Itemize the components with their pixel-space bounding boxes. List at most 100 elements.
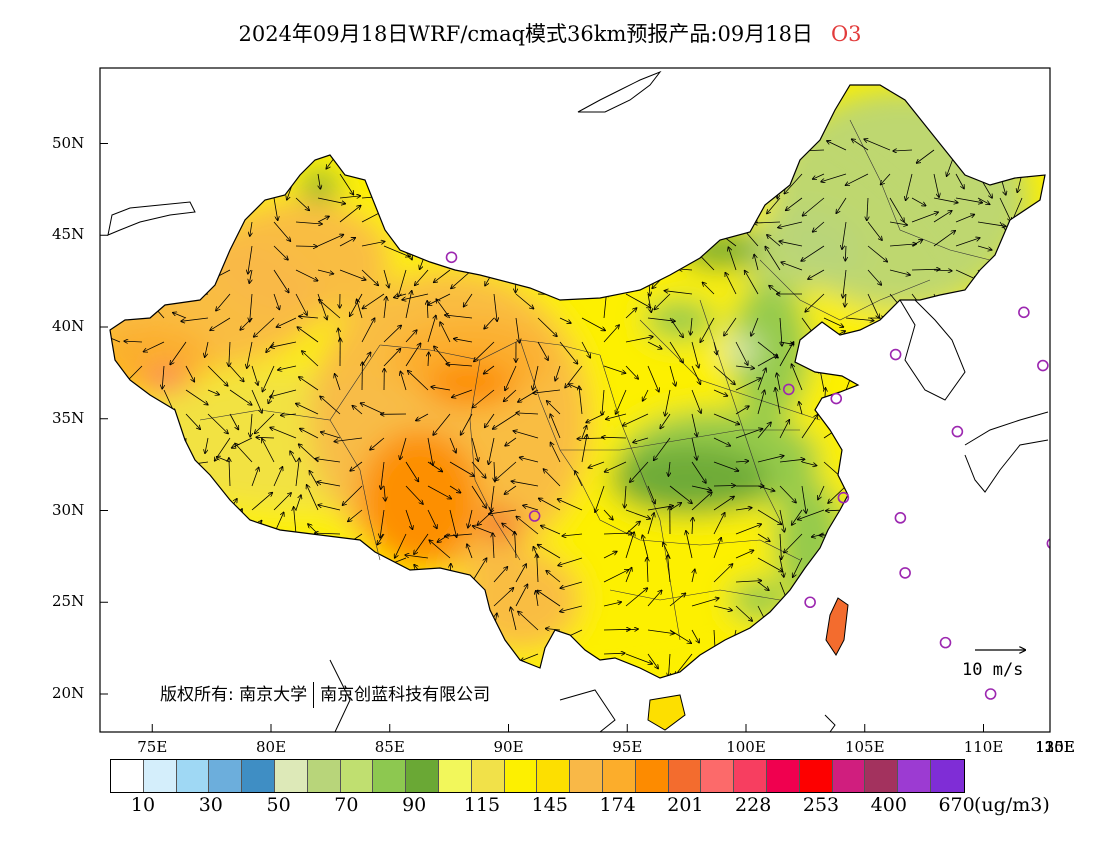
legend-color-box — [307, 760, 341, 792]
wind-arrow — [821, 173, 847, 182]
wind-arrow — [273, 245, 288, 260]
wind-arrow — [713, 413, 739, 424]
wind-arrow — [889, 269, 910, 275]
wind-arrow — [446, 364, 473, 366]
wind-arrow — [843, 269, 847, 298]
legend-color-box — [537, 760, 571, 792]
wind-arrow — [798, 509, 825, 520]
wind-arrow — [433, 413, 451, 435]
wind-arrow — [464, 293, 473, 307]
wind-arrow — [779, 241, 803, 247]
wind-arrow — [999, 197, 1011, 221]
wind-arrow — [416, 413, 429, 421]
wind-arrow — [185, 413, 200, 429]
wind-arrow — [533, 389, 561, 393]
wind-arrow — [273, 493, 291, 511]
wind-arrow — [427, 461, 442, 472]
wind-arrow — [603, 653, 625, 654]
wind-arrow — [779, 485, 796, 503]
legend-tick: 90 — [402, 794, 427, 816]
wind-arrow — [383, 269, 389, 288]
wind-arrow — [558, 499, 583, 511]
wind-arrow — [781, 262, 803, 271]
legend-tick: 30 — [198, 794, 223, 816]
wind-arrow — [520, 457, 539, 463]
wind-arrow — [805, 293, 825, 312]
wind-arrow — [173, 313, 187, 319]
wind-arrow — [691, 341, 699, 368]
wind-arrow — [586, 413, 605, 423]
wind-arrow — [350, 293, 363, 316]
station-marker — [1057, 632, 1067, 642]
wind-arrow — [735, 508, 752, 510]
wind-arrow — [675, 653, 693, 676]
wind-arrow — [1012, 197, 1023, 222]
wind-arrow — [515, 584, 528, 607]
wind-arrow — [757, 355, 777, 367]
wind-arrow — [110, 330, 121, 343]
wind-arrow — [405, 461, 418, 482]
wind-arrow — [606, 413, 627, 419]
wind-arrow — [408, 371, 429, 391]
wind-arrow — [495, 461, 517, 481]
wind-arrow — [818, 485, 825, 500]
wind-arrow — [625, 522, 640, 535]
legend-tick: 400 — [870, 794, 907, 816]
wind-arrow — [295, 246, 317, 247]
wind-arrow — [669, 365, 676, 386]
copyright-org1: 南京大学 — [239, 685, 308, 705]
wind-arrow — [299, 377, 319, 391]
lon-label: 120E — [1035, 738, 1075, 756]
wind-arrow — [603, 509, 613, 520]
lon-label: 85E — [374, 738, 405, 756]
wind-arrow — [249, 269, 252, 283]
wind-arrow — [505, 437, 517, 446]
wind-arrow — [654, 437, 671, 460]
wind-arrow — [735, 461, 748, 462]
wind-arrow — [777, 373, 781, 391]
wind-arrow — [144, 341, 165, 352]
wind-arrow — [558, 557, 583, 566]
wind-arrow — [623, 413, 649, 426]
wind-arrow — [320, 396, 341, 415]
wind-arrow — [315, 533, 341, 534]
wind-arrow — [691, 461, 706, 483]
wind-arrow — [757, 485, 775, 491]
color-legend — [110, 759, 965, 793]
wind-arrow — [852, 139, 869, 151]
wind-arrow — [485, 413, 495, 427]
wind-arrow — [603, 365, 626, 373]
wind-arrow — [757, 509, 782, 524]
wind-arrow — [665, 291, 693, 295]
wind-arrow — [713, 461, 739, 471]
wind-arrow — [845, 245, 846, 261]
wind-arrow — [339, 269, 366, 280]
wind-arrow — [319, 300, 341, 319]
wind-arrow — [493, 588, 513, 607]
legend-color-box — [898, 760, 931, 792]
wind-arrow — [295, 458, 299, 487]
wind-arrow — [625, 653, 652, 664]
wind-arrow — [348, 509, 363, 521]
concentration-area — [210, 200, 390, 320]
wind-arrow — [449, 509, 457, 537]
wind-arrow — [691, 629, 699, 643]
wind-arrow — [434, 269, 451, 282]
wind-arrow — [251, 468, 259, 487]
wind-arrow — [713, 538, 721, 559]
wind-arrow — [216, 293, 231, 311]
wind-arrow — [181, 317, 209, 321]
wind-arrow — [400, 437, 407, 459]
legend-color-box — [701, 760, 735, 792]
station-marker — [894, 512, 907, 524]
legend-color-box — [373, 760, 407, 792]
wind-arrow — [493, 567, 507, 583]
wind-arrow — [867, 197, 868, 220]
wind-arrow — [757, 581, 769, 590]
wind-arrow — [633, 437, 649, 442]
wind-arrow — [846, 173, 869, 185]
wind-arrow — [471, 558, 487, 583]
wind-arrow — [162, 365, 164, 389]
wind-arrow — [955, 173, 964, 189]
wind-arrow — [845, 317, 874, 321]
